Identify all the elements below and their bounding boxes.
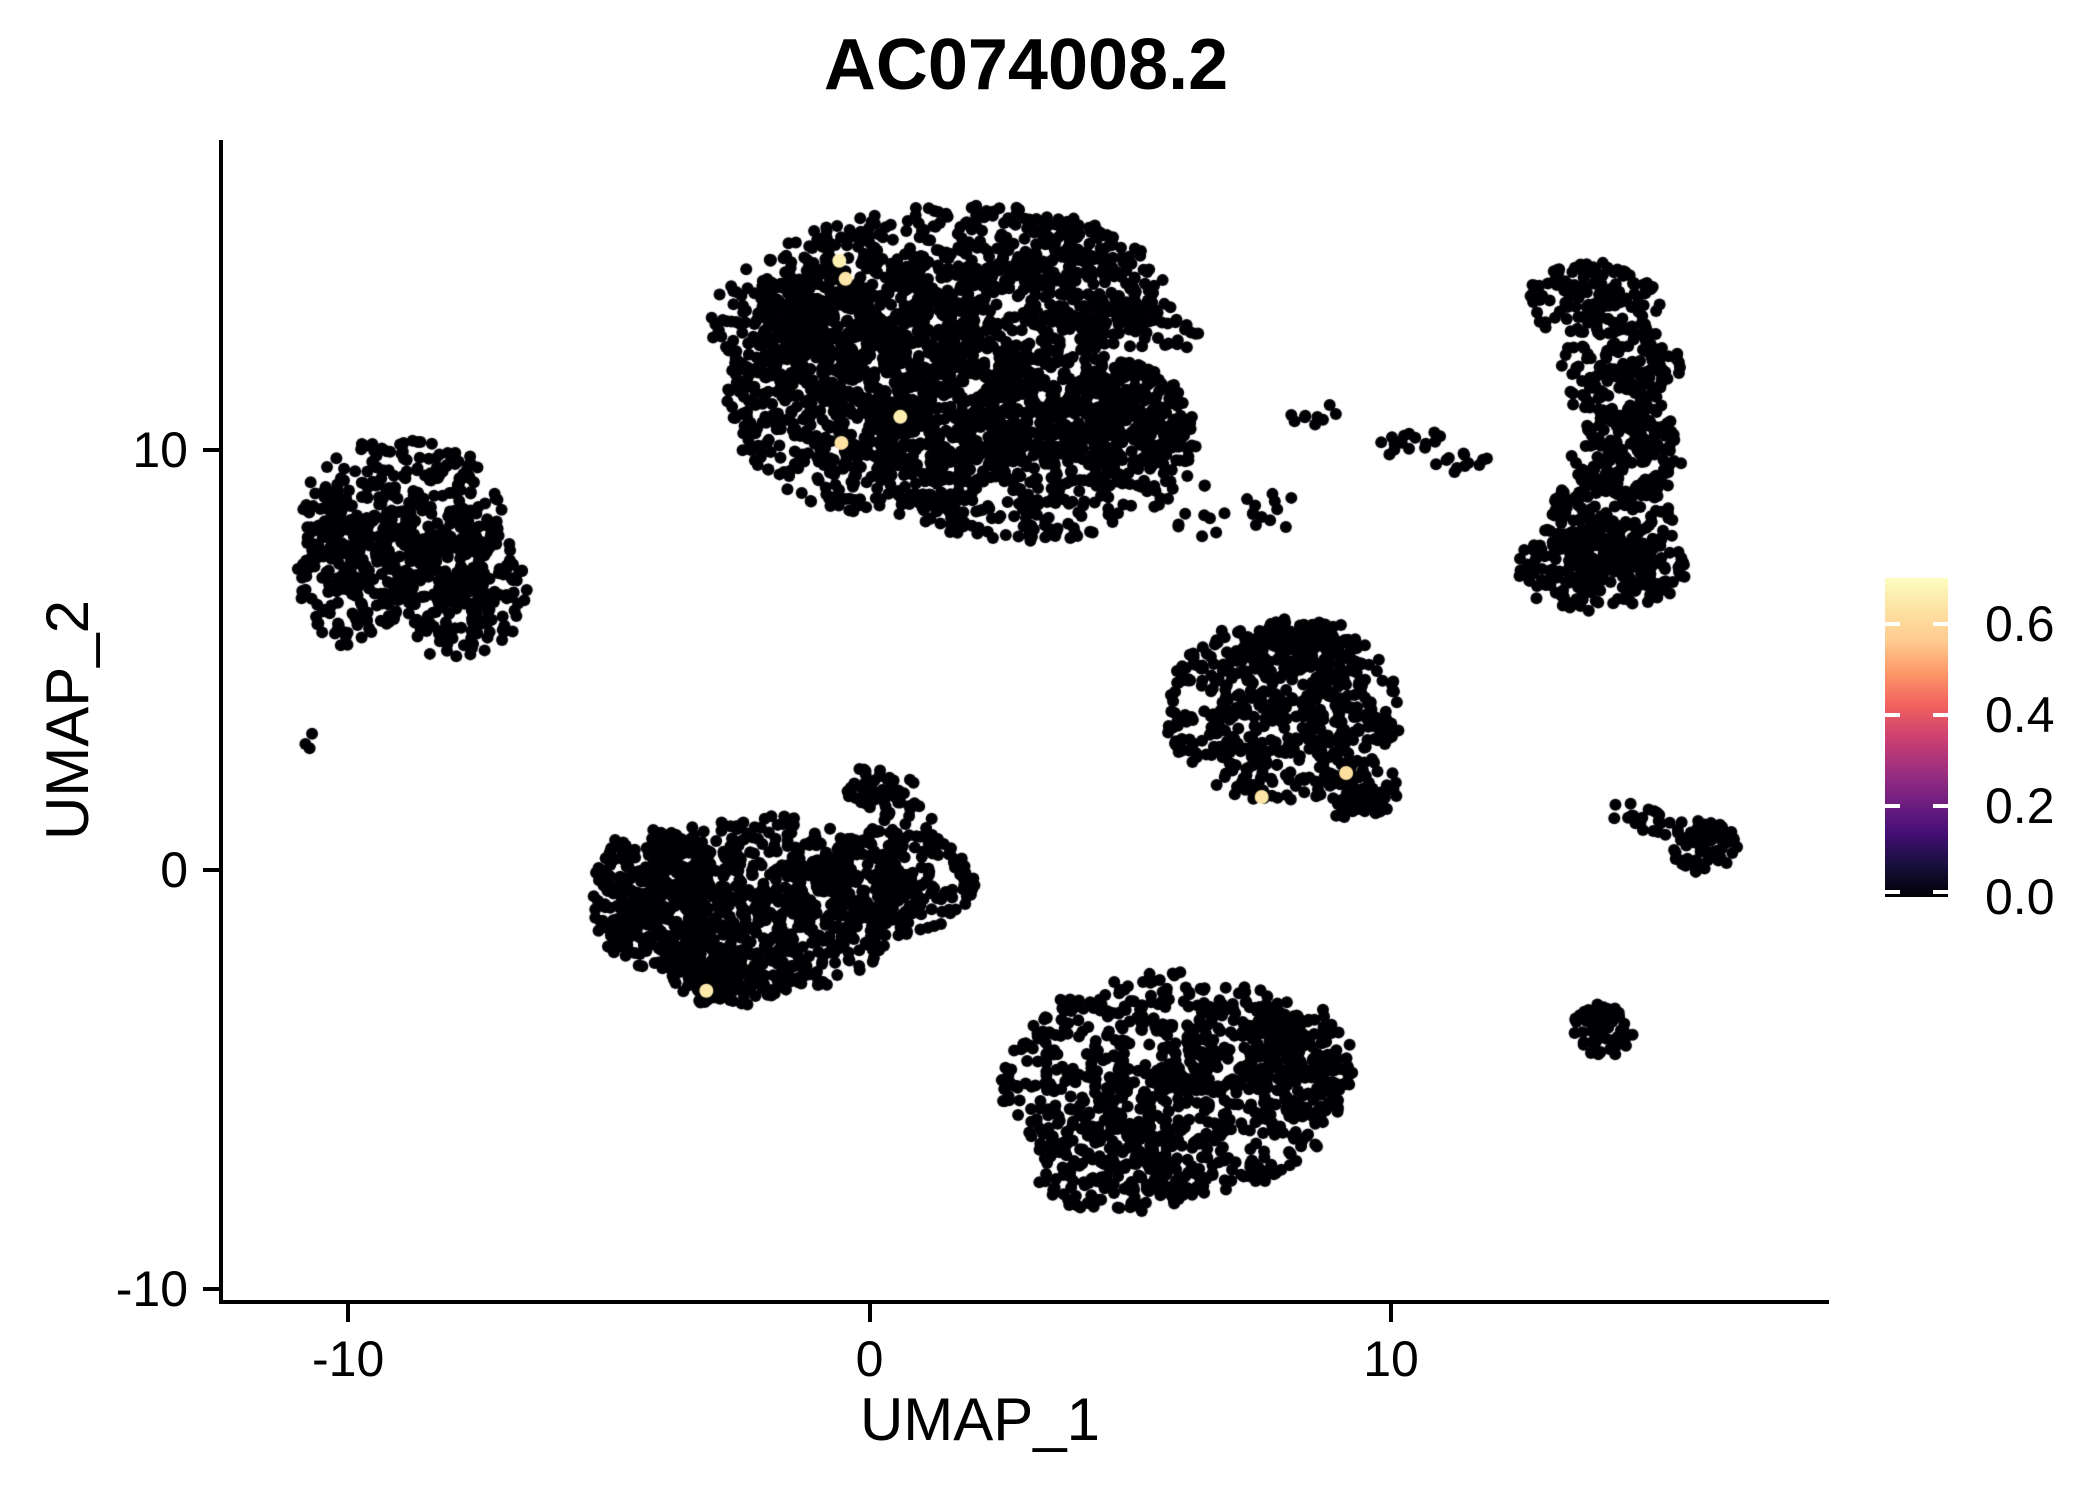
- y-axis-line: [219, 140, 223, 1304]
- x-tick-mark: [346, 1304, 351, 1322]
- colorbar-tick-notch: [1933, 803, 1948, 808]
- x-axis-line: [219, 1300, 1829, 1304]
- x-tick-label: -10: [312, 1331, 385, 1387]
- x-tick-mark: [1389, 1304, 1393, 1322]
- colorbar-tick-notch: [1885, 712, 1900, 717]
- colorbar-tick-label: 0.2: [1985, 777, 2055, 834]
- x-tick-label: 10: [1363, 1331, 1419, 1387]
- y-tick-label: 10: [132, 422, 188, 479]
- y-axis-title: UMAP_2: [34, 599, 101, 841]
- colorbar-tick-label: 0.6: [1985, 595, 2055, 652]
- colorbar-tick-notch: [1933, 890, 1948, 894]
- colorbar-gradient: [1885, 578, 1948, 897]
- colorbar-tick-notch: [1933, 712, 1948, 717]
- colorbar-tick-notch: [1933, 621, 1948, 626]
- x-axis-title: UMAP_1: [859, 1386, 1101, 1453]
- plot-title: AC074008.2: [823, 25, 1229, 105]
- colorbar-tick-notch: [1885, 621, 1900, 626]
- x-tick-label: 0: [855, 1331, 884, 1387]
- y-tick-mark: [203, 1287, 221, 1292]
- x-tick-mark: [867, 1304, 872, 1322]
- colorbar-tick-label: 0.0: [1985, 869, 2055, 925]
- y-tick-label: 0: [160, 841, 188, 898]
- colorbar-tick-label: 0.4: [1985, 686, 2055, 743]
- colorbar-tick-notch: [1885, 890, 1900, 894]
- colorbar-tick-notch: [1885, 803, 1900, 808]
- y-tick-label: -10: [115, 1261, 188, 1318]
- y-tick-mark: [203, 448, 221, 453]
- y-tick-mark: [203, 867, 221, 872]
